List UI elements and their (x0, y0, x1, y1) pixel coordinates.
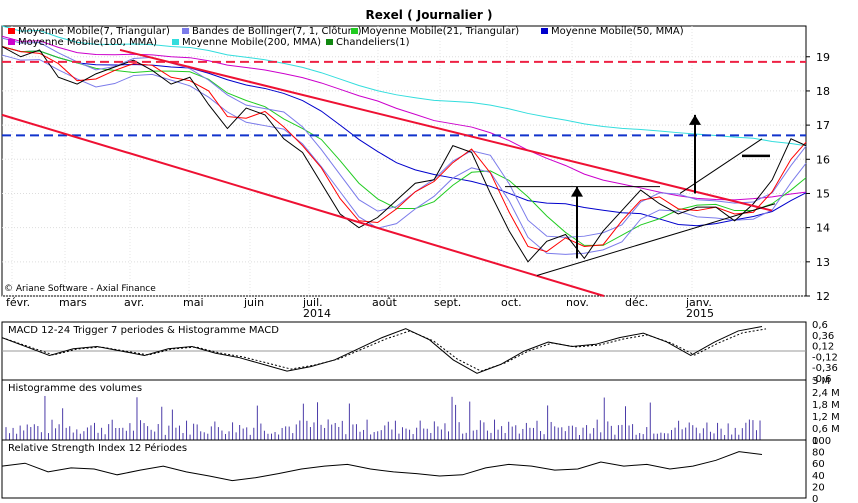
legend-label: Moyenne Mobile(200, MMA) (182, 37, 321, 48)
price-tick-label: 18 (816, 85, 830, 98)
legend-swatch (326, 39, 333, 45)
target-arrow-2-head (689, 114, 701, 125)
rsi-tick-label: 60 (812, 459, 825, 470)
macd-tick-label: 0,12 (812, 342, 834, 353)
legend-swatch (172, 39, 179, 45)
legend-label: Moyenne Mobile(50, MMA) (551, 26, 684, 37)
credit-text: © Ariane Software - Axial Finance (4, 284, 156, 294)
month-label: sept. (434, 296, 461, 309)
legend-label: Moyenne Mobile(7, Triangular) (18, 26, 170, 37)
volume-tick-label: 0 (812, 436, 818, 447)
bollinger-lower (1, 54, 807, 255)
legend-label: Bandes de Bollinger(7, 1, Clôture) (192, 25, 362, 37)
rsi-tick-label: 40 (812, 471, 825, 482)
month-label: mai (183, 296, 204, 309)
macd-tick-label: 0,6 (812, 320, 828, 331)
volume-tick-label: 1,2 M (812, 412, 840, 423)
legend-swatch (8, 39, 15, 45)
support-trend-line (536, 203, 776, 276)
price-tick-label: 17 (816, 119, 830, 132)
legend-label: Chandeliers(1) (336, 37, 410, 48)
month-label: nov. (566, 296, 589, 309)
ma50-line (1, 46, 807, 227)
volume-tick-label: 2,4 M (812, 388, 840, 399)
legend-swatch (541, 28, 548, 34)
month-label: févr. (6, 296, 30, 309)
macd-tick-label: -0,6 (812, 374, 832, 385)
year-label: 2014 (303, 307, 331, 320)
lower-channel-line (1, 113, 605, 297)
chart-title: Rexel ( Journalier ) (366, 8, 493, 22)
rsi-tick-label: 0 (812, 494, 818, 503)
volume-tick-label: 0,6 M (812, 424, 840, 435)
month-label: déc. (625, 296, 648, 309)
volume-panel (1, 379, 807, 441)
price-tick-label: 12 (816, 290, 830, 303)
volume-tick-label: 3 M (812, 376, 830, 387)
ma200-line (1, 25, 807, 147)
month-label: janv. (685, 296, 712, 309)
macd-tick-label: -0,36 (812, 363, 838, 374)
rsi-line (1, 451, 763, 482)
legend-swatch (182, 28, 189, 34)
legend-swatch (8, 28, 15, 34)
month-label: juin (243, 296, 264, 309)
month-label: mars (59, 296, 87, 309)
price-tick-label: 19 (816, 51, 830, 64)
price-tick-label: 14 (816, 222, 830, 235)
month-label: juil. (302, 296, 323, 309)
upper-channel-line (119, 48, 773, 212)
macd-title: MACD 12-24 Trigger 7 periodes & Histogra… (8, 325, 279, 336)
price-tick-label: 16 (816, 153, 830, 166)
month-label: août (372, 296, 397, 309)
rsi-tick-label: 100 (812, 436, 831, 447)
ma7-line (1, 46, 807, 253)
price-panel (1, 25, 807, 297)
macd-line (1, 325, 763, 374)
price-tick-label: 13 (816, 256, 830, 269)
bollinger-upper (1, 37, 807, 238)
month-label: oct. (501, 296, 522, 309)
rsi-title: Relative Strength Index 12 Périodes (8, 442, 187, 454)
target-arrow-1-head (571, 186, 583, 197)
rsi-tick-label: 80 (812, 448, 825, 459)
macd-tick-label: 0,36 (812, 331, 834, 342)
macd-trigger-line (5, 328, 767, 372)
legend-label: Moyenne Mobile(100, MMA) (18, 37, 157, 48)
month-label: avr. (124, 296, 144, 309)
price-tick-label: 15 (816, 187, 830, 200)
volume-title: Histogramme des volumes (8, 383, 142, 394)
legend-swatch (351, 28, 358, 34)
short-trend-line (679, 138, 763, 194)
rsi-tick-label: 20 (812, 482, 825, 493)
macd-tick-label: -0,12 (812, 352, 838, 363)
volume-tick-label: 1,8 M (812, 400, 840, 411)
year-label: 2015 (686, 307, 714, 320)
legend-label: Moyenne Mobile(21, Triangular) (361, 26, 519, 37)
